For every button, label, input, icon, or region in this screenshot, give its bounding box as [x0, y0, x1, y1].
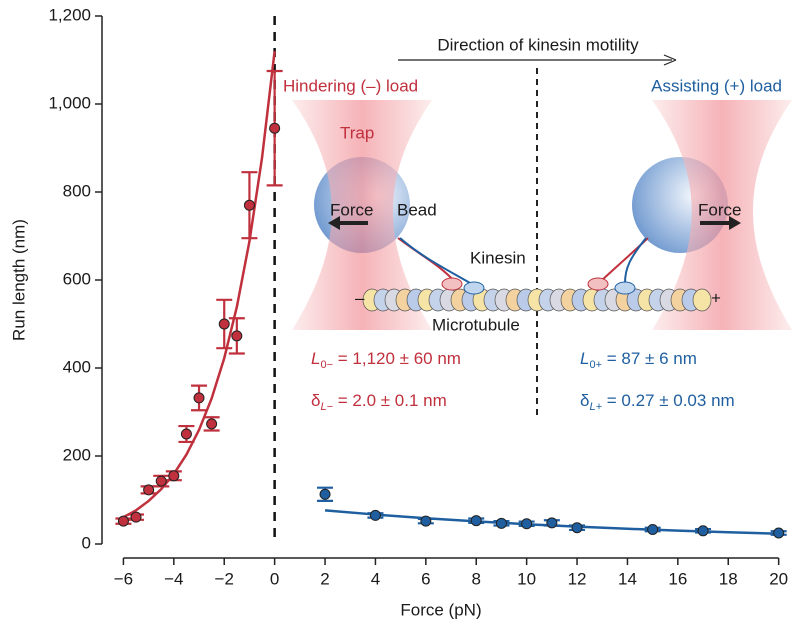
- force-arrow: [729, 216, 741, 230]
- fit-line: [117, 51, 276, 522]
- x-tick-label: 16: [668, 569, 687, 588]
- point: [697, 525, 709, 537]
- annotation: Kinesin: [470, 248, 526, 267]
- kinesin-stalk: [624, 237, 647, 284]
- point: [495, 517, 507, 529]
- x-tick-label: −2: [215, 569, 234, 588]
- diagram: Direction of kinesin motility Hindering …: [283, 35, 792, 420]
- x-tick-label: 6: [421, 569, 430, 588]
- kinesin-head: [463, 281, 485, 295]
- fit-parameter: L0+ = 87 ± 6 nm: [580, 349, 697, 370]
- fit-parameter: L0− = 1,120 ± 60 nm: [311, 349, 461, 370]
- kinesin-stalk: [399, 237, 471, 284]
- x-tick-label: 14: [618, 569, 637, 588]
- kinesin-head: [587, 277, 609, 291]
- annotation: Hindering (–) load: [283, 76, 418, 95]
- point: [773, 527, 785, 539]
- annotation: Force: [330, 200, 373, 219]
- x-axis-label: Force (pN): [400, 600, 481, 619]
- y-tick-label: 1,200: [48, 5, 91, 24]
- annotation: Assisting (+) load: [651, 76, 782, 95]
- fit-parameter: δL+ = 0.27 ± 0.03 nm: [580, 391, 735, 412]
- point: [420, 515, 432, 527]
- x-tick-label: 12: [568, 569, 587, 588]
- y-tick-label: 0: [82, 533, 91, 552]
- point: [521, 518, 533, 530]
- point: [319, 488, 331, 500]
- y-tick-label: 1,000: [48, 93, 91, 112]
- annotation: Direction of kinesin motility: [437, 35, 639, 54]
- tubulin: [692, 288, 712, 312]
- point: [218, 318, 230, 330]
- point: [269, 122, 281, 134]
- x-tick-label: 8: [472, 569, 481, 588]
- kinesin-head: [441, 277, 463, 291]
- point: [130, 511, 142, 523]
- x-tick-label: 18: [719, 569, 738, 588]
- x-tick-label: 10: [517, 569, 536, 588]
- y-tick-label: 600: [63, 269, 91, 288]
- x-tick-label: 4: [371, 569, 380, 588]
- microtubule: [362, 288, 712, 312]
- force-arrow: [328, 216, 340, 230]
- kinesin-head: [614, 281, 636, 295]
- point: [571, 522, 583, 534]
- point: [206, 418, 218, 430]
- x-tick-label: −4: [164, 569, 183, 588]
- point: [470, 515, 482, 527]
- fit-parameter: δL− = 2.0 ± 0.1 nm: [311, 391, 447, 412]
- y-tick-label: 400: [63, 357, 91, 376]
- x-tick-label: 0: [270, 569, 279, 588]
- annotation: +: [711, 288, 721, 307]
- x-tick-label: 2: [320, 569, 329, 588]
- point: [117, 515, 129, 527]
- point: [180, 428, 192, 440]
- annotation: Trap: [340, 123, 374, 142]
- point: [243, 199, 255, 211]
- point: [193, 392, 205, 404]
- point: [647, 523, 659, 535]
- point: [143, 484, 155, 496]
- direction-arrow: [663, 54, 677, 66]
- trap: [652, 100, 792, 330]
- annotation: Bead: [397, 200, 437, 219]
- y-tick-label: 200: [63, 445, 91, 464]
- x-tick-label: −6: [114, 569, 133, 588]
- annotation: Force: [698, 200, 741, 219]
- point: [168, 470, 180, 482]
- point: [231, 330, 243, 342]
- annotation: Microtubule: [432, 315, 520, 334]
- y-tick-label: 800: [63, 181, 91, 200]
- point: [155, 475, 167, 487]
- x-tick-label: 20: [769, 569, 788, 588]
- point: [369, 509, 381, 521]
- y-axis-label: Run length (nm): [9, 219, 28, 341]
- annotation: –: [355, 288, 365, 307]
- point: [546, 517, 558, 529]
- trap: [292, 100, 432, 330]
